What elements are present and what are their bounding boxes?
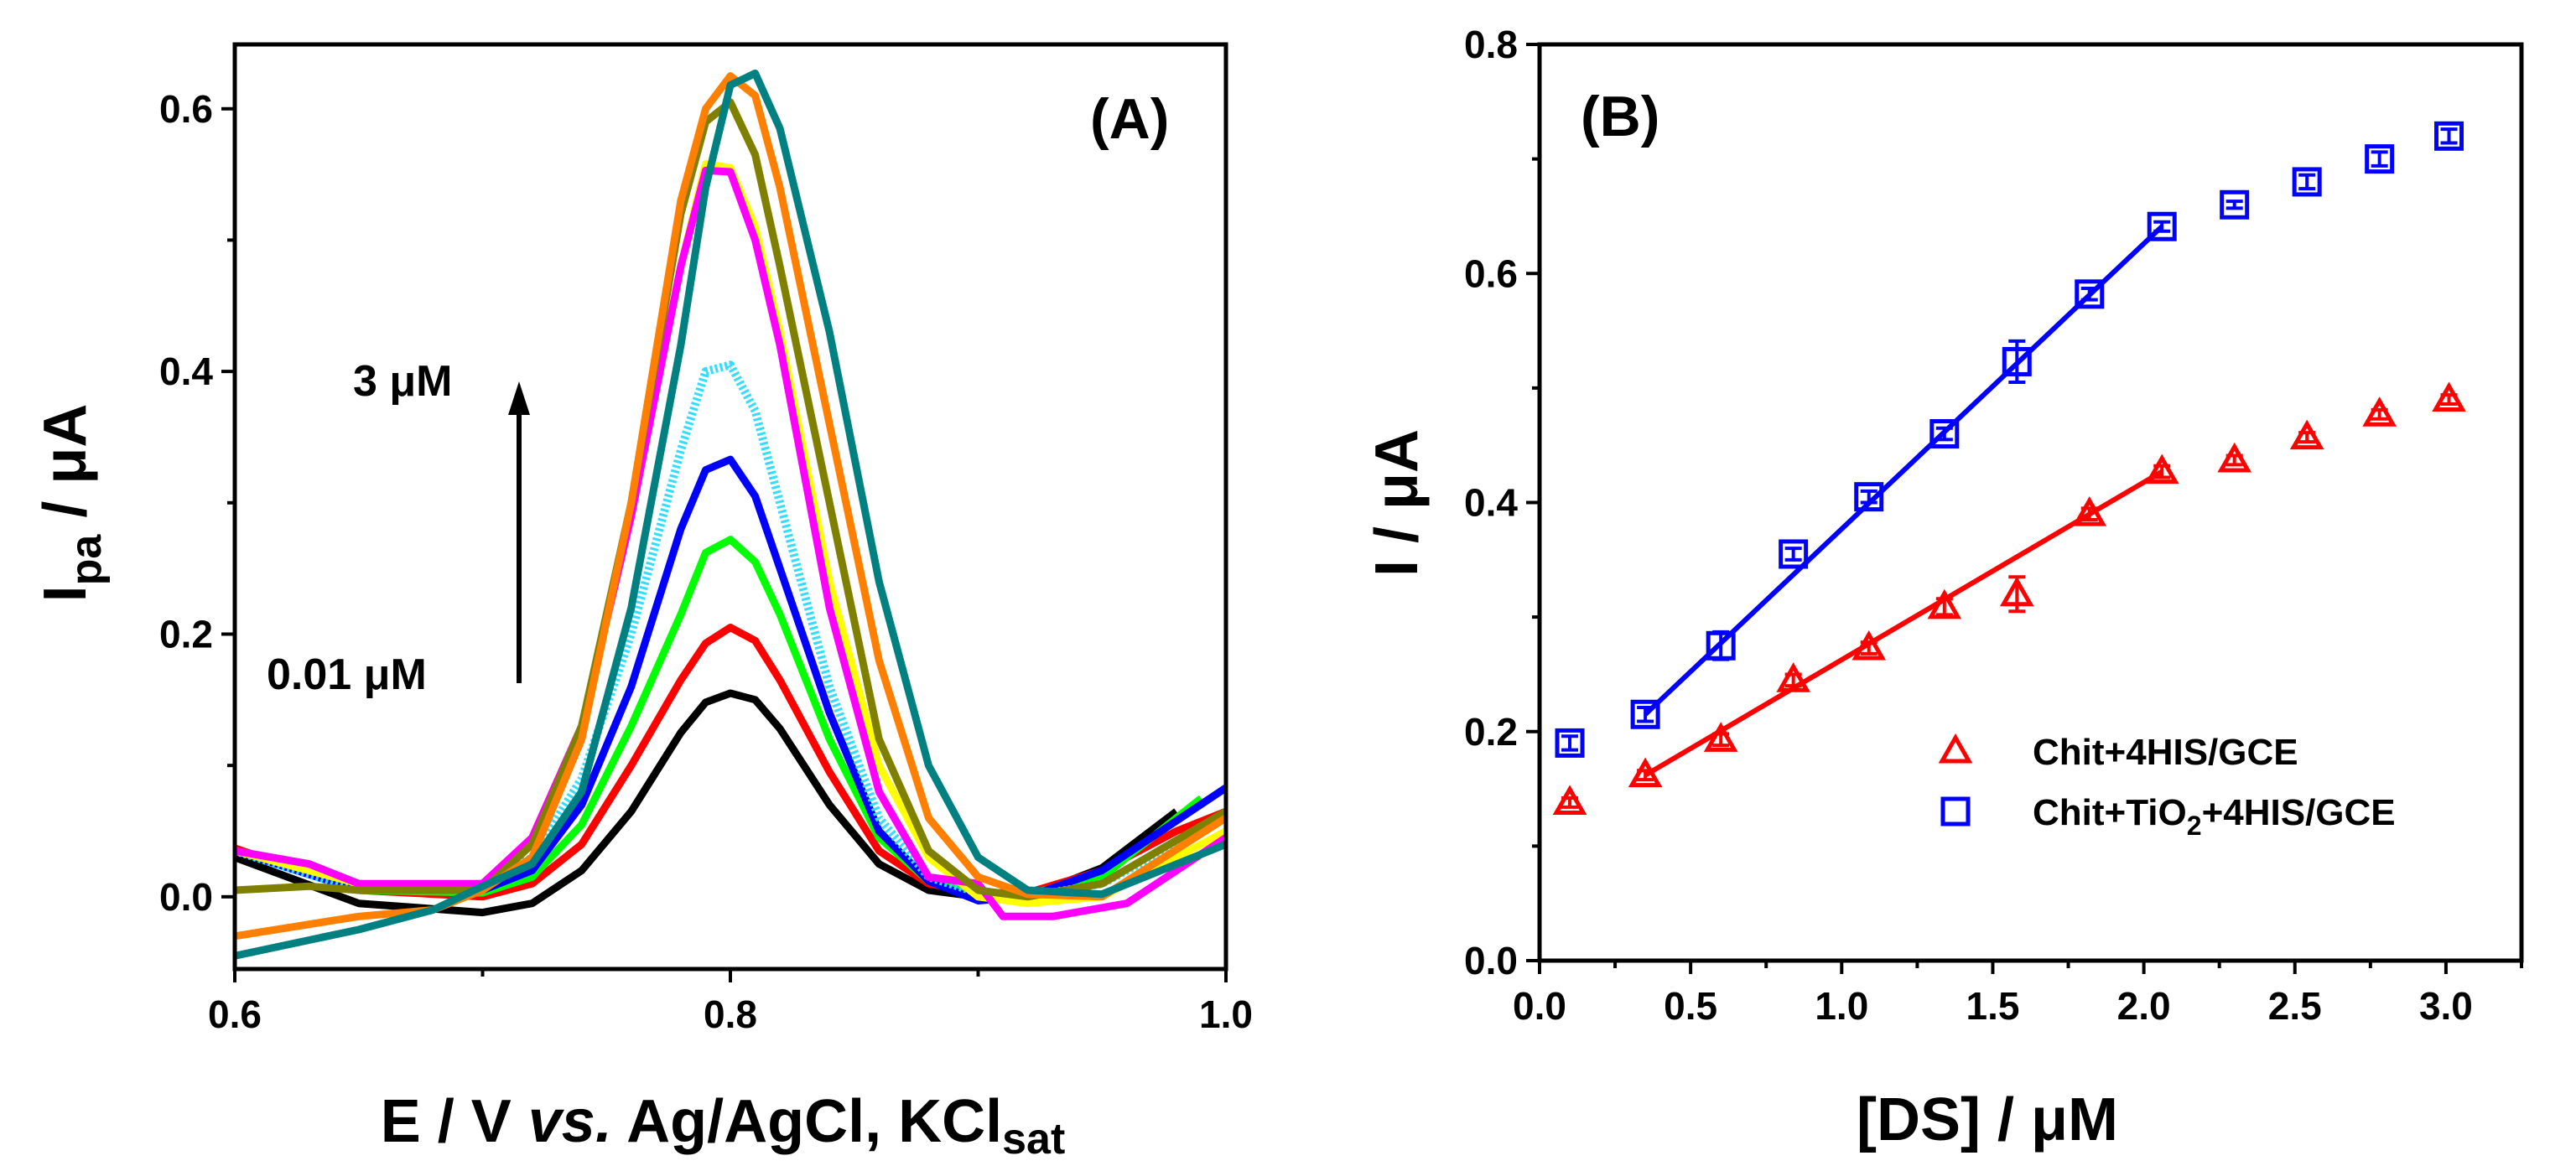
- data-point-triangle: [2217, 442, 2252, 473]
- data-point-triangle: [1628, 757, 1663, 788]
- curve-orange: [235, 72, 1226, 941]
- data-point-triangle: [1852, 630, 1887, 661]
- data-point-square: [1555, 728, 1585, 758]
- data-point-triangle: [1552, 785, 1587, 815]
- data-point-square: [2434, 121, 2464, 151]
- data-point-square: [2002, 346, 2032, 376]
- y-tick-label: 0.8: [1464, 23, 1518, 66]
- data-point-triangle: [2289, 419, 2324, 450]
- x-tick-label: 2.5: [2268, 984, 2322, 1028]
- data-point-triangle: [1927, 588, 1962, 619]
- x-tick-label: 1.0: [1199, 992, 1253, 1036]
- data-point-square: [1929, 419, 1960, 449]
- data-point-square: [2147, 211, 2177, 241]
- annotation-high-concentration: 3 μM: [353, 357, 453, 406]
- y-tick-label: 0.4: [1464, 481, 1518, 525]
- calibration-marks: [1552, 121, 2466, 815]
- data-point-triangle: [2072, 496, 2107, 526]
- x-tick-label: 0.6: [208, 992, 262, 1036]
- x-tick-label: 1.5: [1966, 984, 2019, 1028]
- curve-magenta: [235, 166, 1226, 920]
- y-tick-label: 0.0: [159, 875, 213, 919]
- x-tick-label: 0.8: [704, 992, 757, 1036]
- data-point-triangle: [1776, 662, 1810, 692]
- panel-label-b: (B): [1581, 85, 1659, 148]
- curve-teal: [235, 70, 1226, 960]
- axis-ticks-a: 0.6 0.8 1.0 0.0 0.2 0.4 0.6: [159, 87, 1253, 1036]
- curve-green: [235, 536, 1204, 899]
- data-point-square: [1779, 539, 1809, 569]
- data-point-square: [2292, 167, 2322, 197]
- x-axis-title-b: [DS] / μM: [1857, 1086, 2118, 1153]
- x-tick-label: 0.0: [1513, 984, 1566, 1028]
- curve-yellow: [235, 160, 1226, 908]
- y-tick-label: 0.6: [1464, 251, 1518, 295]
- y-tick-label: 0.2: [1464, 710, 1518, 754]
- panel-b-calibration-plot: 0.0 0.5 1.0 1.5 2.0 2.5 3.0 0.0 0.2 0.4 0.6 0.8 (B)…: [1363, 23, 2524, 1153]
- voltammogram-curves: [235, 70, 1226, 960]
- x-tick-label: 0.5: [1664, 984, 1717, 1028]
- panel-label-a: (A): [1090, 87, 1169, 151]
- y-axis-title-a: Ipa / μA: [32, 404, 111, 603]
- y-tick-label: 0.2: [159, 612, 213, 656]
- panel-a-cyclic-voltammograms: 0.6 0.8 1.0 0.0 0.2 0.4 0.6 (A) 3 μM 0.01 μM E…: [32, 42, 1253, 1163]
- data-point-triangle: [2432, 381, 2466, 412]
- arrow-head-icon: [508, 381, 530, 415]
- data-point-square: [2365, 144, 2395, 174]
- data-point-square: [1706, 630, 1736, 661]
- curve-black: [235, 689, 1179, 917]
- data-point-square: [2075, 279, 2105, 309]
- x-tick-label: 2.0: [2117, 984, 2171, 1028]
- legend-square-marker-icon: [1940, 796, 1971, 827]
- legend: Chit+4HIS/GCE Chit+TiO2+4HIS/GCE: [1938, 732, 2396, 841]
- legend-label-chit-4his: Chit+4HIS/GCE: [2033, 732, 2298, 773]
- x-axis-title-a: E / V vs. Ag/AgCl, KClsat: [381, 1088, 1066, 1163]
- data-point-triangle: [2144, 453, 2179, 485]
- plot-frame-a: [232, 42, 1228, 972]
- data-point-square: [1630, 699, 1660, 729]
- curve-olive: [235, 98, 1226, 901]
- x-tick-label: 1.0: [1815, 984, 1868, 1028]
- data-point-triangle: [1999, 576, 2034, 607]
- data-point-triangle: [1703, 722, 1738, 752]
- y-tick-label: 0.6: [159, 87, 213, 131]
- y-axis-title-b: I / μA: [1363, 429, 1431, 577]
- data-point-square: [2220, 189, 2250, 220]
- y-tick-label: 0.4: [159, 350, 213, 393]
- legend-triangle-marker-icon: [1938, 733, 1973, 764]
- y-tick-label: 0.0: [1464, 939, 1518, 982]
- curve-cyan: [235, 360, 1226, 901]
- annotation-low-concentration: 0.01 μM: [267, 650, 427, 699]
- data-point-triangle: [2362, 396, 2397, 427]
- legend-label-chit-tio2-4his: Chit+TiO2+4HIS/GCE: [2033, 792, 2396, 841]
- data-point-square: [1854, 482, 1884, 512]
- axis-ticks-b: 0.0 0.5 1.0 1.5 2.0 2.5 3.0 0.0 0.2 0.4 0.6 0.8: [1464, 23, 2523, 1028]
- x-tick-label: 3.0: [2419, 984, 2473, 1028]
